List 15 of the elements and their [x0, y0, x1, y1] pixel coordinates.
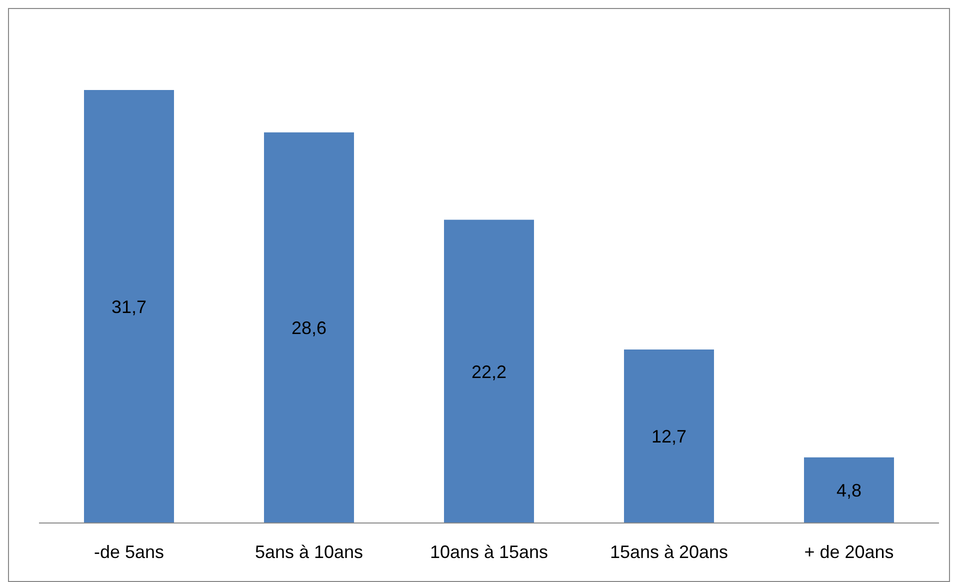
bar	[444, 220, 534, 523]
data-label: 4,8	[836, 480, 862, 501]
x-tick-label: 15ans à 20ans	[610, 542, 728, 562]
bar	[84, 90, 174, 523]
bar	[264, 132, 354, 523]
data-label: 12,7	[651, 426, 687, 447]
x-tick-label: 5ans à 10ans	[254, 542, 364, 562]
data-label: 28,6	[291, 318, 327, 338]
x-tick-label: -de 5ans	[94, 542, 164, 562]
bar	[624, 350, 714, 523]
bar	[804, 457, 894, 523]
x-tick-label: + de 20ans	[804, 542, 894, 562]
x-tick-label: 10ans à 15ans	[430, 542, 548, 562]
data-label: 22,2	[471, 362, 507, 382]
data-label: 31,7	[111, 296, 147, 317]
